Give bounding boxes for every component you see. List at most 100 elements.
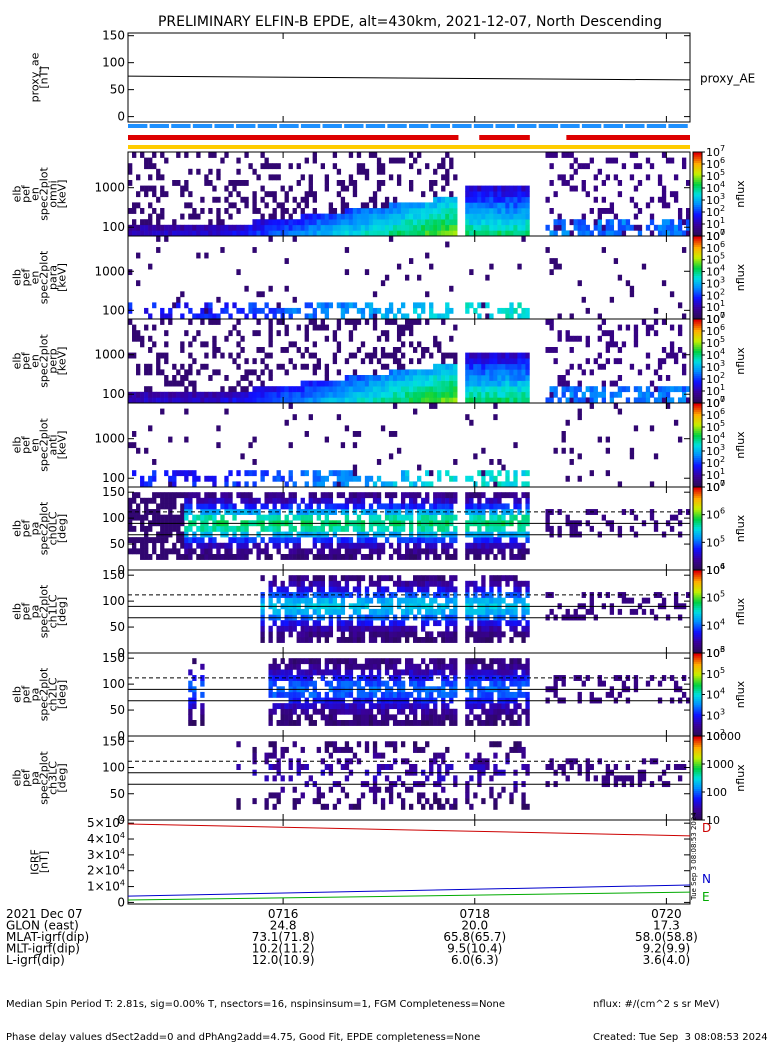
spectrogram-cell [301, 386, 305, 392]
pitch-cell [602, 681, 606, 687]
spectrogram-cell [361, 397, 365, 403]
pitch-cell [489, 586, 493, 592]
pitch-cell [465, 720, 469, 726]
spectrogram-cell [481, 186, 485, 192]
pitch-cell [393, 581, 397, 587]
pitch-cell [634, 609, 638, 615]
spectrogram-cell [325, 381, 329, 387]
pitch-cell [357, 543, 361, 549]
pitch-cell [345, 692, 349, 698]
pitch-cell [365, 586, 369, 592]
spectrogram-cell [389, 319, 393, 325]
spectrogram-cell [445, 180, 449, 186]
spectrogram-cell [666, 158, 670, 164]
spectrogram-cell [232, 180, 236, 186]
spectrogram-cell [184, 230, 188, 236]
spectrogram-cell [481, 381, 485, 387]
spectrogram-cell [381, 219, 385, 225]
spectrogram-cell [658, 392, 662, 398]
pitch-cell [618, 526, 622, 532]
spectrogram-cell [285, 392, 289, 398]
pitch-cell [269, 554, 273, 560]
spectrogram-cell [550, 319, 554, 325]
pitch-cell [389, 703, 393, 709]
spectrogram-cell [445, 208, 449, 214]
spectrogram-cell [562, 437, 566, 443]
pitch-cell [289, 703, 293, 709]
pitch-cell [525, 537, 529, 543]
spectrogram-cell [273, 219, 277, 225]
pitch-cell [180, 554, 184, 560]
pitch-cell [421, 498, 425, 504]
pitch-cell [453, 586, 457, 592]
pitch-cell [164, 548, 168, 554]
pitch-cell [401, 554, 405, 560]
spectrogram-cell [228, 386, 232, 392]
pitch-cell [301, 548, 305, 554]
spectrogram-cell [156, 364, 160, 370]
pitch-cell [437, 609, 441, 615]
pitch-cell [658, 681, 662, 687]
pitch-cell [273, 764, 277, 770]
spectrogram-cell [313, 319, 317, 325]
pitch-cell [273, 681, 277, 687]
pitch-cell [228, 526, 232, 532]
spectrogram-cell [204, 313, 208, 319]
pitch-cell [421, 503, 425, 509]
pitch-cell [465, 631, 469, 637]
pitch-cell [273, 703, 277, 709]
spectrogram-cell [469, 381, 473, 387]
spectrogram-cell [264, 364, 268, 370]
spectrogram-cell [429, 381, 433, 387]
spectrogram-cell [232, 481, 236, 487]
spectrogram-cell [160, 308, 164, 314]
spectrogram-cell [313, 369, 317, 375]
pitch-cell [441, 581, 445, 587]
pitch-cell [550, 526, 554, 532]
pitch-cell [465, 681, 469, 687]
spectrogram-cell [269, 308, 273, 314]
spectrogram-cell [433, 336, 437, 342]
pitch-cell [293, 692, 297, 698]
pitch-cell [345, 575, 349, 581]
pitch-cell [329, 548, 333, 554]
spectrogram-cell [586, 386, 590, 392]
spectrogram-cell [156, 369, 160, 375]
spectrogram-cell [345, 269, 349, 275]
pitch-cell [437, 503, 441, 509]
pitch-cell [485, 609, 489, 615]
spectrogram-cell [421, 191, 425, 197]
spectrogram-cell [509, 375, 513, 381]
spectrogram-cell [232, 230, 236, 236]
spectrogram-cell [401, 476, 405, 482]
pitch-cell [429, 720, 433, 726]
spectrogram-cell [365, 169, 369, 175]
pitch-cell [353, 498, 357, 504]
spectrogram-cell [248, 163, 252, 169]
spectrogram-cell [333, 225, 337, 231]
spectrogram-cell [602, 180, 606, 186]
spectrogram-cell [317, 219, 321, 225]
spectrogram-cell [313, 364, 317, 370]
spectrogram-cell [140, 208, 144, 214]
pitch-cell [397, 692, 401, 698]
pitch-cell [453, 609, 457, 615]
spectrogram-cell [184, 202, 188, 208]
spectrogram-cell [614, 358, 618, 364]
pitch-cell [373, 664, 377, 670]
spectrogram-cell [501, 386, 505, 392]
pitch-cell [477, 637, 481, 643]
spectrogram-cell [622, 225, 626, 231]
pitch-cell [128, 498, 132, 504]
spectrogram-cell [357, 219, 361, 225]
spectrogram-cell [497, 186, 501, 192]
spectrogram-cell [658, 174, 662, 180]
pitch-cell [497, 586, 501, 592]
spectrogram-cell [437, 397, 441, 403]
pitch-cell [369, 609, 373, 615]
spectrogram-cell [445, 169, 449, 175]
pitch-cell [385, 664, 389, 670]
spectrogram-cell [409, 319, 413, 325]
pitch-cell [325, 637, 329, 643]
